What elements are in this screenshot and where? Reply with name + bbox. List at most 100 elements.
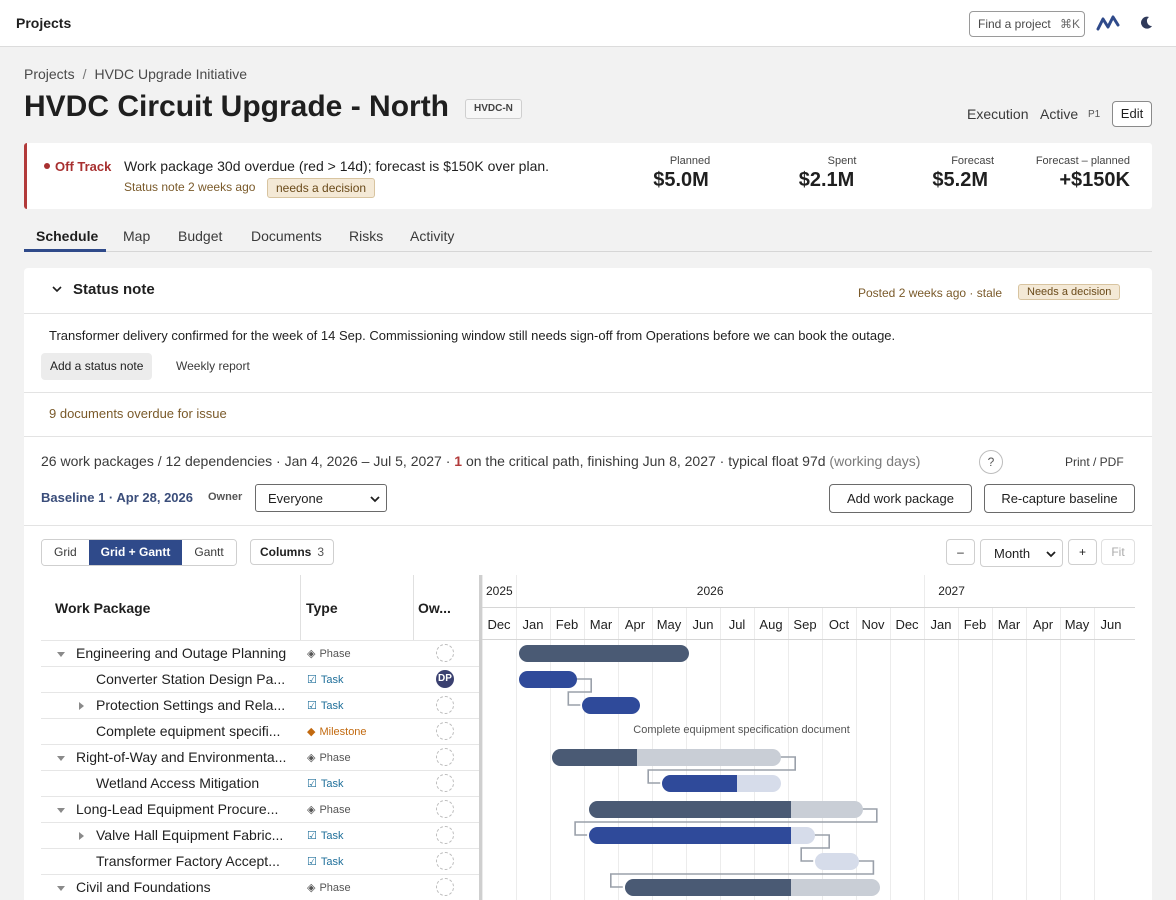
owner-placeholder[interactable] bbox=[436, 774, 454, 792]
month-gridline bbox=[1094, 607, 1095, 900]
zoom-in-button[interactable]: + bbox=[1068, 539, 1097, 565]
search-placeholder: Find a project bbox=[978, 17, 1051, 31]
metric-forecast: Forecast $5.2M bbox=[932, 155, 994, 191]
breadcrumb-separator: / bbox=[82, 66, 87, 82]
tab-map[interactable]: Map bbox=[123, 228, 151, 244]
caret-right-icon[interactable] bbox=[76, 831, 86, 841]
add-status-note-button[interactable]: Add a status note bbox=[41, 353, 153, 380]
task-bar[interactable] bbox=[662, 775, 737, 792]
month-label: Jan bbox=[930, 617, 952, 632]
work-package-row[interactable]: Long-Lead Equipment Procure... ◈ Phase bbox=[41, 796, 479, 822]
fit-button[interactable]: Fit bbox=[1101, 539, 1135, 565]
edit-button[interactable]: Edit bbox=[1112, 101, 1152, 127]
columns-button[interactable]: Columns 3 bbox=[250, 539, 335, 565]
month-label: Mar bbox=[997, 617, 1021, 632]
work-package-name[interactable]: Complete equipment specifi... bbox=[96, 723, 281, 739]
chevron-down-icon[interactable] bbox=[50, 282, 64, 296]
owner-placeholder[interactable] bbox=[436, 644, 454, 662]
add-work-package-button[interactable]: Add work package bbox=[829, 484, 972, 513]
work-package-row[interactable]: Wetland Access Mitigation ☑ Task bbox=[41, 770, 479, 796]
tab-schedule[interactable]: Schedule bbox=[36, 228, 99, 244]
tab-documents[interactable]: Documents bbox=[251, 228, 322, 244]
baseline-label[interactable]: Baseline 1 · Apr 28, 2026 bbox=[41, 490, 193, 505]
find-project-search[interactable]: Find a project ⌘K bbox=[969, 11, 1085, 37]
work-package-row[interactable]: Engineering and Outage Planning ◈ Phase bbox=[41, 640, 479, 666]
caret-down-icon[interactable] bbox=[56, 805, 66, 815]
work-package-name[interactable]: Converter Station Design Pa... bbox=[96, 671, 286, 687]
work-package-row[interactable]: Civil and Foundations ◈ Phase bbox=[41, 874, 479, 900]
column-header-owner[interactable]: Ow... bbox=[418, 600, 451, 616]
tab-activity[interactable]: Activity bbox=[410, 228, 455, 244]
work-package-name[interactable]: Wetland Access Mitigation bbox=[96, 775, 260, 791]
dark-mode-moon-icon[interactable] bbox=[1138, 15, 1154, 31]
work-package-name[interactable]: Protection Settings and Rela... bbox=[96, 697, 286, 713]
schedule-panel: Status note Posted 2 weeks ago · stale N… bbox=[24, 268, 1152, 900]
owner-placeholder[interactable] bbox=[436, 826, 454, 844]
status-note-header[interactable]: Status note Posted 2 weeks ago · stale N… bbox=[24, 268, 1152, 314]
column-separator[interactable] bbox=[300, 575, 301, 640]
column-header-work-package[interactable]: Work Package bbox=[55, 600, 151, 616]
work-package-row[interactable]: Valve Hall Equipment Fabric... ☑ Task bbox=[41, 822, 479, 848]
time-scale-select[interactable]: Month bbox=[980, 539, 1063, 567]
month-label: Jun bbox=[1100, 617, 1122, 632]
task-bar[interactable] bbox=[582, 697, 641, 714]
weekly-report-button[interactable]: Weekly report bbox=[176, 359, 250, 373]
task-icon: ☑ bbox=[307, 700, 317, 712]
tab-risks[interactable]: Risks bbox=[349, 228, 384, 244]
owner-placeholder[interactable] bbox=[436, 878, 454, 896]
dependency-line bbox=[574, 808, 878, 836]
caret-down-icon[interactable] bbox=[56, 649, 66, 659]
task-bar[interactable] bbox=[519, 671, 578, 688]
view-mode-toggle: Grid Grid + Gantt Gantt bbox=[41, 539, 237, 566]
month-label: Aug bbox=[759, 617, 783, 632]
zoom-out-button[interactable]: – bbox=[946, 539, 975, 565]
owner-avatar[interactable]: DP bbox=[436, 670, 454, 688]
work-package-row[interactable]: Transformer Factory Accept... ☑ Task bbox=[41, 848, 479, 874]
chevron-down-icon bbox=[1046, 551, 1056, 558]
owner-filter-select[interactable]: Everyone bbox=[255, 484, 387, 512]
view-gantt-button[interactable]: Gantt bbox=[182, 540, 236, 565]
help-icon[interactable]: ? bbox=[979, 450, 1003, 474]
work-package-row[interactable]: Right-of-Way and Environmenta... ◈ Phase bbox=[41, 744, 479, 770]
column-separator[interactable] bbox=[413, 575, 414, 640]
caret-down-icon[interactable] bbox=[56, 753, 66, 763]
work-package-name[interactable]: Civil and Foundations bbox=[76, 879, 211, 895]
phase-bar[interactable] bbox=[551, 749, 637, 766]
work-package-row[interactable]: Protection Settings and Rela... ☑ Task bbox=[41, 692, 479, 718]
caret-down-icon[interactable] bbox=[56, 883, 66, 893]
work-package-row[interactable]: Complete equipment specifi... ◆ Milestone bbox=[41, 718, 479, 744]
breadcrumb-projects[interactable]: Projects bbox=[24, 66, 75, 82]
column-header-type[interactable]: Type bbox=[306, 600, 338, 616]
breadcrumb-initiative[interactable]: HVDC Upgrade Initiative bbox=[94, 66, 247, 82]
month-label: Jul bbox=[728, 617, 746, 632]
view-grid-button[interactable]: Grid bbox=[42, 540, 89, 565]
task-bar-remaining[interactable] bbox=[815, 853, 860, 870]
work-package-name[interactable]: Right-of-Way and Environmenta... bbox=[76, 749, 287, 765]
divider bbox=[24, 392, 1152, 393]
owner-placeholder[interactable] bbox=[436, 696, 454, 714]
owner-placeholder[interactable] bbox=[436, 852, 454, 870]
phase-bar[interactable] bbox=[589, 801, 792, 818]
phase-bar[interactable] bbox=[519, 645, 690, 662]
tab-budget[interactable]: Budget bbox=[178, 228, 223, 244]
pulse-logo-icon[interactable] bbox=[1096, 13, 1120, 33]
grid-gantt-splitter[interactable] bbox=[479, 575, 482, 900]
work-package-row[interactable]: Converter Station Design Pa... ☑ Task DP bbox=[41, 666, 479, 692]
phase-bar[interactable] bbox=[624, 879, 792, 896]
work-package-name[interactable]: Long-Lead Equipment Procure... bbox=[76, 801, 279, 817]
work-package-name[interactable]: Valve Hall Equipment Fabric... bbox=[96, 827, 284, 843]
work-package-type: ☑ Task bbox=[307, 674, 344, 686]
overdue-documents-link[interactable]: 9 documents overdue for issue bbox=[49, 406, 227, 421]
task-bar[interactable] bbox=[589, 827, 792, 844]
print-pdf-button[interactable]: Print / PDF bbox=[1065, 455, 1124, 469]
caret-right-icon[interactable] bbox=[76, 701, 86, 711]
month-label: Apr bbox=[1032, 617, 1054, 632]
recapture-baseline-button[interactable]: Re-capture baseline bbox=[984, 484, 1135, 513]
work-package-name[interactable]: Transformer Factory Accept... bbox=[96, 853, 280, 869]
app-title[interactable]: Projects bbox=[16, 15, 72, 31]
owner-placeholder[interactable] bbox=[436, 748, 454, 766]
work-package-name[interactable]: Engineering and Outage Planning bbox=[76, 645, 287, 661]
view-grid-gantt-button[interactable]: Grid + Gantt bbox=[88, 540, 183, 565]
owner-placeholder[interactable] bbox=[436, 800, 454, 818]
owner-placeholder[interactable] bbox=[436, 722, 454, 740]
